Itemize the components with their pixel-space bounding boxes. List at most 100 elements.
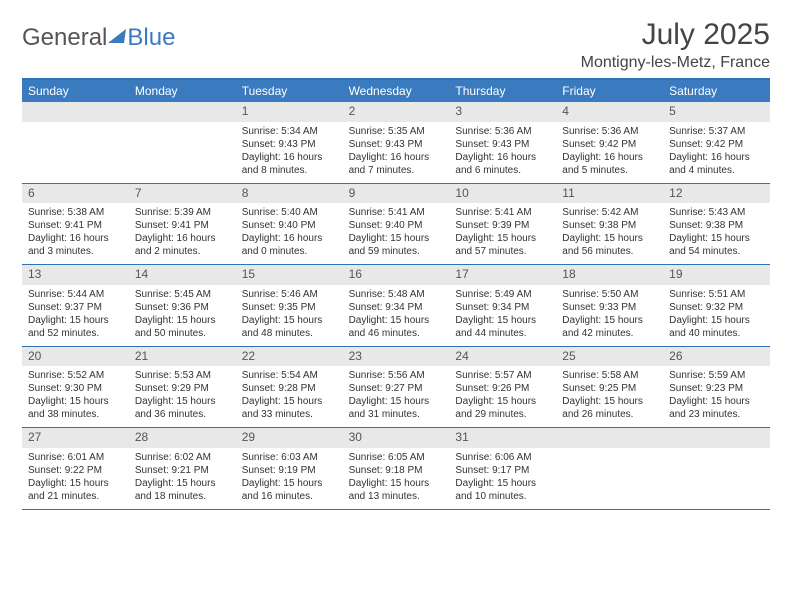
sunset-text: Sunset: 9:40 PM — [242, 219, 337, 232]
sunrise-text: Sunrise: 5:41 AM — [349, 206, 444, 219]
day-number: 18 — [556, 265, 663, 285]
sunset-text: Sunset: 9:22 PM — [28, 464, 123, 477]
sunrise-text: Sunrise: 5:48 AM — [349, 288, 444, 301]
daylight-text: Daylight: 15 hours and 21 minutes. — [28, 477, 123, 503]
daylight-text: Daylight: 15 hours and 50 minutes. — [135, 314, 230, 340]
day-cell: 4Sunrise: 5:36 AMSunset: 9:42 PMDaylight… — [556, 102, 663, 183]
day-cell — [129, 102, 236, 183]
day-number: 22 — [236, 347, 343, 367]
day-body: Sunrise: 5:42 AMSunset: 9:38 PMDaylight:… — [556, 206, 663, 258]
day-number: 5 — [663, 102, 770, 122]
daylight-text: Daylight: 15 hours and 36 minutes. — [135, 395, 230, 421]
day-number: 26 — [663, 347, 770, 367]
day-cell: 26Sunrise: 5:59 AMSunset: 9:23 PMDayligh… — [663, 347, 770, 428]
sunrise-text: Sunrise: 5:58 AM — [562, 369, 657, 382]
day-body: Sunrise: 5:56 AMSunset: 9:27 PMDaylight:… — [343, 369, 450, 421]
day-number: 16 — [343, 265, 450, 285]
daylight-text: Daylight: 15 hours and 18 minutes. — [135, 477, 230, 503]
day-cell: 18Sunrise: 5:50 AMSunset: 9:33 PMDayligh… — [556, 265, 663, 346]
day-number: 14 — [129, 265, 236, 285]
daylight-text: Daylight: 15 hours and 52 minutes. — [28, 314, 123, 340]
day-body: Sunrise: 5:49 AMSunset: 9:34 PMDaylight:… — [449, 288, 556, 340]
week-row: 6Sunrise: 5:38 AMSunset: 9:41 PMDaylight… — [22, 184, 770, 266]
logo-mark-icon — [108, 29, 126, 43]
day-number: 20 — [22, 347, 129, 367]
day-body: Sunrise: 5:41 AMSunset: 9:39 PMDaylight:… — [449, 206, 556, 258]
day-cell: 19Sunrise: 5:51 AMSunset: 9:32 PMDayligh… — [663, 265, 770, 346]
sunset-text: Sunset: 9:34 PM — [349, 301, 444, 314]
day-cell: 2Sunrise: 5:35 AMSunset: 9:43 PMDaylight… — [343, 102, 450, 183]
day-cell: 5 Sunrise: 5:37 AMSunset: 9:42 PMDaylight… — [663, 102, 770, 183]
dow-saturday: Saturday — [663, 80, 770, 102]
day-cell: 28 Sunrise: 6:02 AMSunset: 9:21 PMDayligh… — [129, 428, 236, 509]
daylight-text: Daylight: 15 hours and 40 minutes. — [669, 314, 764, 340]
sunset-text: Sunset: 9:40 PM — [349, 219, 444, 232]
day-body: Sunrise: 5:34 AMSunset: 9:43 PMDaylight:… — [236, 125, 343, 177]
sunset-text: Sunset: 9:26 PM — [455, 382, 550, 395]
day-body: Sunrise: 5:36 AMSunset: 9:43 PMDaylight:… — [449, 125, 556, 177]
sunset-text: Sunset: 9:42 PM — [562, 138, 657, 151]
day-of-week-row: Sunday Monday Tuesday Wednesday Thursday… — [22, 80, 770, 102]
day-number: 23 — [343, 347, 450, 367]
dow-thursday: Thursday — [449, 80, 556, 102]
sunrise-text: Sunrise: 5:56 AM — [349, 369, 444, 382]
day-body: Sunrise: 6:03 AMSunset: 9:19 PMDaylight:… — [236, 451, 343, 503]
sunrise-text: Sunrise: 5:46 AM — [242, 288, 337, 301]
day-number: 10 — [449, 184, 556, 204]
day-body: Sunrise: 5:57 AMSunset: 9:26 PMDaylight:… — [449, 369, 556, 421]
daylight-text: Daylight: 15 hours and 54 minutes. — [669, 232, 764, 258]
location-label: Montigny-les-Metz, France — [581, 54, 770, 72]
weeks-container: 1Sunrise: 5:34 AMSunset: 9:43 PMDaylight… — [22, 102, 770, 510]
sunrise-text: Sunrise: 5:34 AM — [242, 125, 337, 138]
day-body: Sunrise: 5:38 AMSunset: 9:41 PMDaylight:… — [22, 206, 129, 258]
day-cell: 12Sunrise: 5:43 AMSunset: 9:38 PMDayligh… — [663, 184, 770, 265]
sunrise-text: Sunrise: 6:06 AM — [455, 451, 550, 464]
sunrise-text: Sunrise: 6:02 AM — [135, 451, 230, 464]
sunrise-text: Sunrise: 5:35 AM — [349, 125, 444, 138]
daylight-text: Daylight: 16 hours and 5 minutes. — [562, 151, 657, 177]
week-row: 20Sunrise: 5:52 AMSunset: 9:30 PMDayligh… — [22, 347, 770, 429]
day-cell: 13Sunrise: 5:44 AMSunset: 9:37 PMDayligh… — [22, 265, 129, 346]
sunrise-text: Sunrise: 5:59 AM — [669, 369, 764, 382]
day-body: Sunrise: 5:37 AMSunset: 9:42 PMDaylight:… — [663, 125, 770, 177]
day-cell — [663, 428, 770, 509]
day-cell: 17Sunrise: 5:49 AMSunset: 9:34 PMDayligh… — [449, 265, 556, 346]
week-row: 13Sunrise: 5:44 AMSunset: 9:37 PMDayligh… — [22, 265, 770, 347]
daylight-text: Daylight: 15 hours and 57 minutes. — [455, 232, 550, 258]
sunrise-text: Sunrise: 5:38 AM — [28, 206, 123, 219]
dow-sunday: Sunday — [22, 80, 129, 102]
daylight-text: Daylight: 16 hours and 2 minutes. — [135, 232, 230, 258]
sunset-text: Sunset: 9:17 PM — [455, 464, 550, 477]
sunset-text: Sunset: 9:25 PM — [562, 382, 657, 395]
sunset-text: Sunset: 9:43 PM — [242, 138, 337, 151]
sunset-text: Sunset: 9:38 PM — [669, 219, 764, 232]
sunset-text: Sunset: 9:42 PM — [669, 138, 764, 151]
day-body: Sunrise: 6:02 AMSunset: 9:21 PMDaylight:… — [129, 451, 236, 503]
day-number: 8 — [236, 184, 343, 204]
day-number: 28 — [129, 428, 236, 448]
day-cell: 20Sunrise: 5:52 AMSunset: 9:30 PMDayligh… — [22, 347, 129, 428]
sunset-text: Sunset: 9:21 PM — [135, 464, 230, 477]
day-number: 29 — [236, 428, 343, 448]
day-cell: 22Sunrise: 5:54 AMSunset: 9:28 PMDayligh… — [236, 347, 343, 428]
sunset-text: Sunset: 9:29 PM — [135, 382, 230, 395]
day-body: Sunrise: 6:01 AMSunset: 9:22 PMDaylight:… — [22, 451, 129, 503]
day-number: 25 — [556, 347, 663, 367]
page-header: General Blue July 2025 Montigny-les-Metz… — [22, 18, 770, 72]
day-cell: 21Sunrise: 5:53 AMSunset: 9:29 PMDayligh… — [129, 347, 236, 428]
day-body: Sunrise: 5:53 AMSunset: 9:29 PMDaylight:… — [129, 369, 236, 421]
sunset-text: Sunset: 9:30 PM — [28, 382, 123, 395]
day-cell: 15Sunrise: 5:46 AMSunset: 9:35 PMDayligh… — [236, 265, 343, 346]
day-body: Sunrise: 5:59 AMSunset: 9:23 PMDaylight:… — [663, 369, 770, 421]
day-body: Sunrise: 5:48 AMSunset: 9:34 PMDaylight:… — [343, 288, 450, 340]
day-body: Sunrise: 5:40 AMSunset: 9:40 PMDaylight:… — [236, 206, 343, 258]
dow-monday: Monday — [129, 80, 236, 102]
day-body: Sunrise: 6:05 AMSunset: 9:18 PMDaylight:… — [343, 451, 450, 503]
day-number — [663, 428, 770, 448]
day-number: 19 — [663, 265, 770, 285]
day-cell — [22, 102, 129, 183]
sunset-text: Sunset: 9:39 PM — [455, 219, 550, 232]
sunset-text: Sunset: 9:41 PM — [135, 219, 230, 232]
day-number: 31 — [449, 428, 556, 448]
sunset-text: Sunset: 9:43 PM — [455, 138, 550, 151]
